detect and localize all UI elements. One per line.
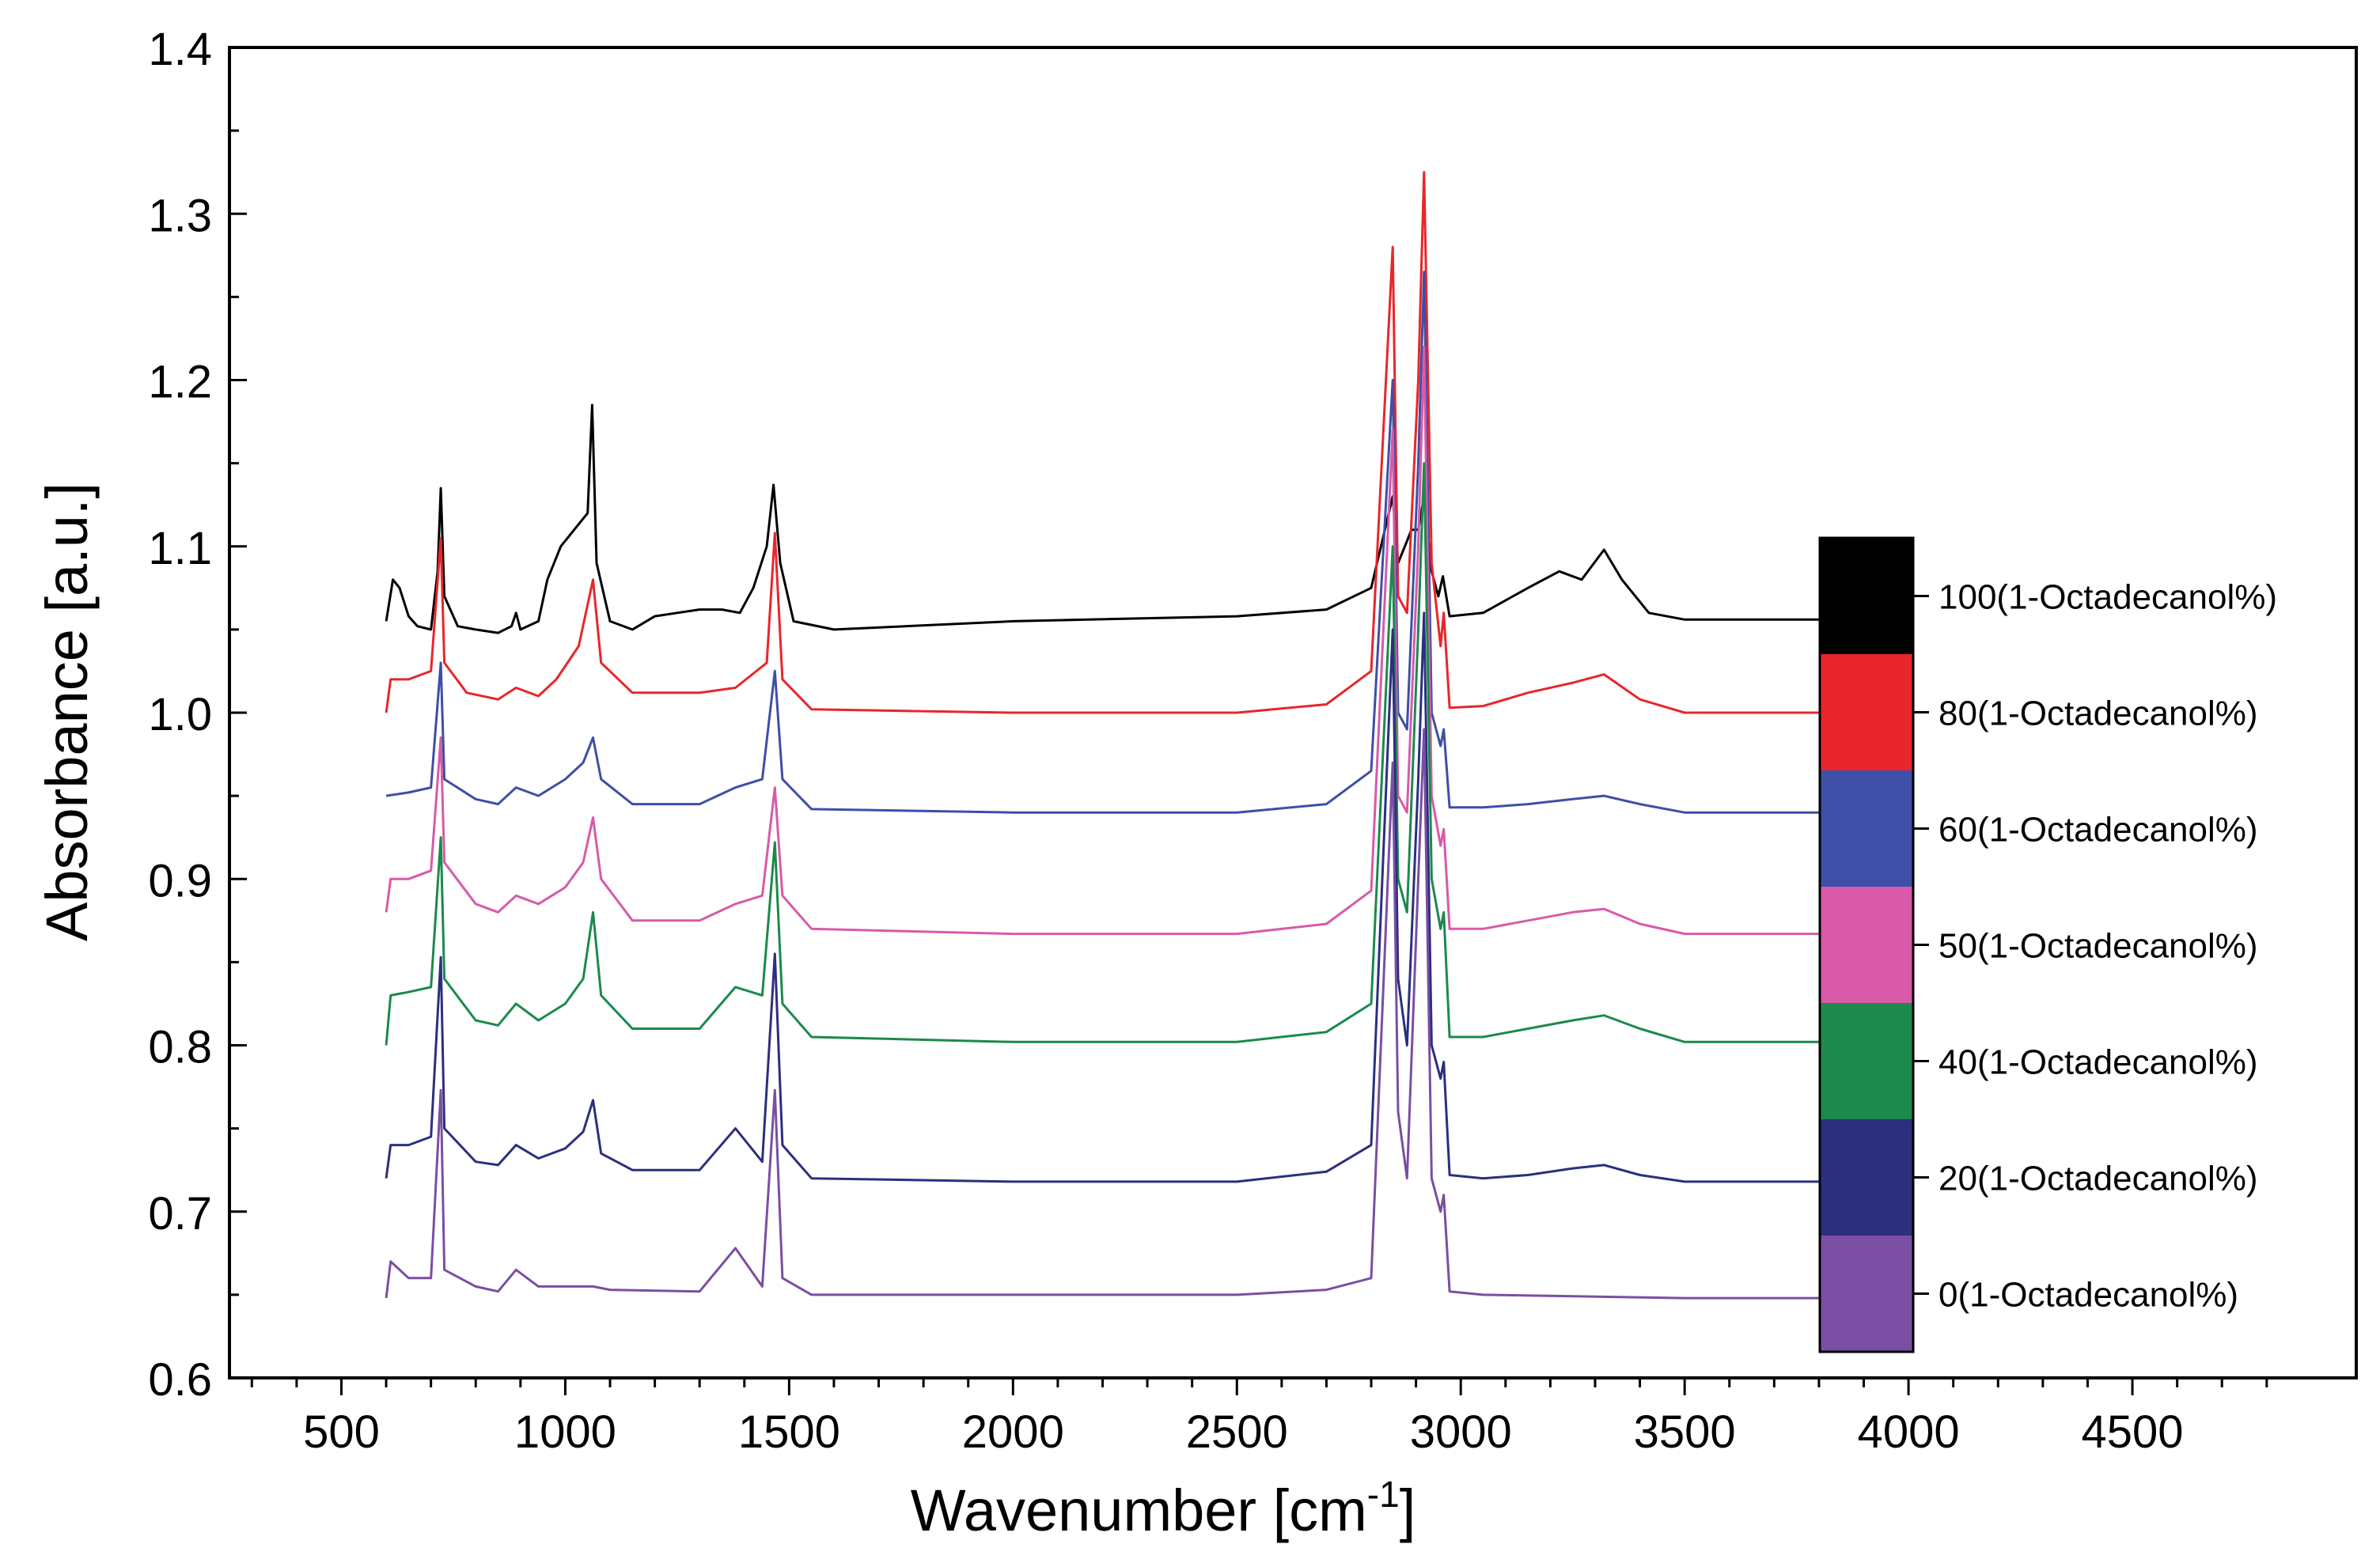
y-tick-label: 0.7 <box>148 1188 212 1239</box>
legend-swatch <box>1820 1119 1913 1236</box>
x-tick-label: 500 <box>303 1406 380 1458</box>
legend-label: 60(1-Octadecanol%) <box>1938 811 2258 850</box>
y-axis: 0.6 0.7 0.8 0.9 1.0 1.1 1.2 1.3 1.4 <box>148 24 247 1406</box>
x-axis-label-tail: ] <box>1400 1478 1416 1543</box>
series-line <box>385 611 1909 1183</box>
x-tick-label: 1500 <box>738 1406 840 1458</box>
y-tick-label: 1.0 <box>148 689 212 740</box>
legend-swatch <box>1820 887 1913 1003</box>
y-tick-label: 1.1 <box>148 523 212 574</box>
x-tick-label: 1000 <box>514 1406 616 1458</box>
series-line <box>385 403 1909 634</box>
x-tick-label: 2500 <box>1186 1406 1288 1458</box>
x-tick-label: 4000 <box>1858 1406 1960 1458</box>
legend-label: 0(1-Octadecanol%) <box>1938 1276 2238 1315</box>
y-tick-label: 1.2 <box>148 357 212 408</box>
series-line <box>385 346 1909 936</box>
legend-swatch <box>1820 538 1913 654</box>
series-group <box>385 171 1909 1300</box>
y-tick-label: 1.4 <box>148 24 212 75</box>
legend-label: 20(1-Octadecanol%) <box>1938 1160 2258 1198</box>
legend-swatch <box>1820 770 1913 887</box>
legend-frame <box>1818 536 1915 1353</box>
legend-label: 80(1-Octadecanol%) <box>1938 694 2258 733</box>
legend-label: 40(1-Octadecanol%) <box>1938 1043 2258 1082</box>
x-tick-label: 3500 <box>1634 1406 1736 1458</box>
y-tick-label: 0.6 <box>148 1354 212 1406</box>
legend: 100(1-Octadecanol%) 80(1-Octadecanol%) 60(… <box>1818 536 2277 1353</box>
legend-label: 50(1-Octadecanol%) <box>1938 927 2258 966</box>
legend-swatch <box>1820 654 1913 770</box>
x-axis: 500 1000 1500 2000 2500 3000 3500 4000 4500 <box>250 1378 2268 1458</box>
legend-swatch <box>1820 1236 1913 1352</box>
x-tick-label: 4500 <box>2082 1406 2184 1458</box>
series-line <box>385 171 1909 714</box>
y-tick-label: 0.9 <box>148 855 212 906</box>
x-axis-label-main: Wavenumber [cm <box>911 1478 1367 1543</box>
y-tick-label: 0.8 <box>148 1022 212 1073</box>
y-axis-label: Absorbance [a.u.] <box>34 483 100 941</box>
x-axis-label-sup: -1 <box>1367 1474 1400 1515</box>
x-tick-label: 2000 <box>962 1406 1064 1458</box>
x-tick-label: 3000 <box>1410 1406 1512 1458</box>
series-line <box>385 728 1909 1300</box>
x-axis-label: Wavenumber [cm-1] <box>911 1474 1416 1543</box>
y-tick-label: 1.3 <box>148 190 212 241</box>
legend-label: 100(1-Octadecanol%) <box>1938 578 2277 617</box>
series-line <box>385 462 1909 1046</box>
series-line <box>385 271 1909 814</box>
legend-swatch <box>1820 1003 1913 1119</box>
